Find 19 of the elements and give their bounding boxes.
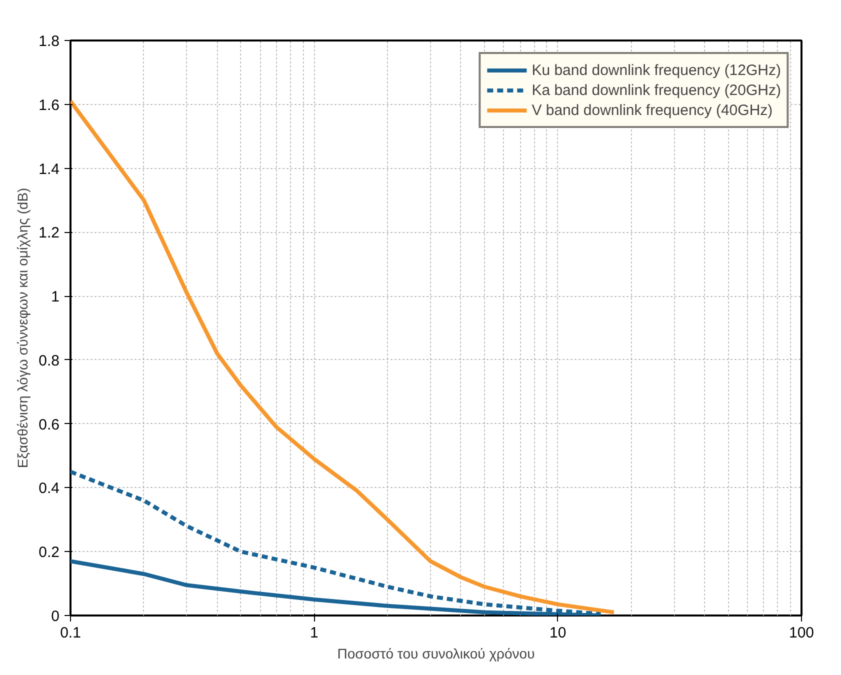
y-tick-label: 0.6 [38,416,60,434]
y-tick-label: 0 [51,608,60,625]
x-tick-label: 0.1 [60,624,81,642]
y-tick-label: 1.4 [38,160,60,178]
y-tick-label: 0.4 [38,480,60,498]
y-tick-label: 1.2 [38,224,60,242]
x-axis-title: Ποσοστό του συνολικού χρόνου [337,646,535,662]
legend-label: Ka band downlink frequency (20GHz) [532,82,781,98]
y-tick-label: 1.6 [38,96,60,114]
y-tick-label: 0.2 [38,544,60,562]
y-axis-title: Εξασθένιση λόγω σύννεφων και ομίχλης (dB) [14,188,31,468]
y-tick-label: 1.8 [38,33,60,50]
x-tick-label: 100 [788,624,814,642]
y-tick-label: 0.8 [38,352,60,370]
y-tick-label: 1 [51,288,60,306]
legend-label: Ku band downlink frequency (12GHz) [532,62,781,78]
legend-label: V band downlink frequency (40GHz) [532,102,773,118]
x-tick-label: 10 [549,624,566,642]
x-tick-label: 1 [310,624,318,642]
